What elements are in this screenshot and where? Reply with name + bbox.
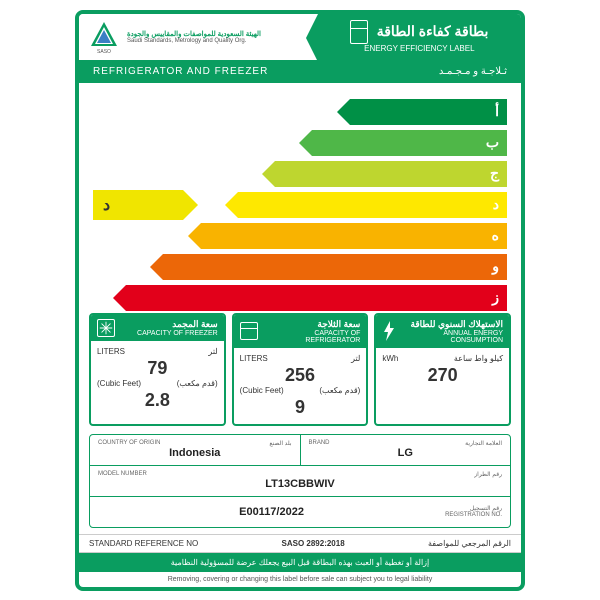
info-cell: BRANDالعلامة التجاريةLG [301, 435, 511, 465]
std-label-en: STANDARD REFERENCE NO [89, 539, 198, 548]
efficiency-bar: ه [201, 223, 507, 249]
efficiency-bar: ب [312, 130, 507, 156]
efficiency-chart: أبجدهوز د [79, 83, 521, 313]
efficiency-bar: و [163, 254, 507, 280]
org-name-en: Saudi Standards, Metrology and Quality O… [127, 38, 261, 44]
spec-box: سعة المجمدCAPACITY OF FREEZERLITERSلتر79… [89, 313, 226, 426]
energy-label: SASO الهيئة السعودية للمواصفات والمقاييس… [75, 10, 525, 591]
std-value: SASO 2892:2018 [282, 539, 345, 548]
info-cell: COUNTRY OF ORIGINبلد الصنعIndonesia [90, 435, 301, 465]
fridge-spec-icon [240, 322, 258, 340]
subheader: REFRIGERATOR AND FREEZER ثـلاجـة و مـجـم… [79, 60, 521, 83]
fridge-icon [350, 20, 368, 44]
org-name-ar: الهيئة السعودية للمواصفات والمقاييس والج… [127, 30, 261, 38]
efficiency-bar: د [238, 192, 507, 218]
footer-en: Removing, covering or changing this labe… [79, 572, 521, 587]
info-cell: MODEL NUMBERرقم الطرازLT13CBBWIV [90, 466, 510, 496]
info-table: COUNTRY OF ORIGINبلد الصنعIndonesiaBRAND… [89, 434, 511, 528]
title-en: ENERGY EFFICIENCY LABEL [328, 44, 511, 53]
footer-ar: إزالة أو تغطية أو العبث بهذه البطاقة قبل… [79, 553, 521, 572]
saso-logo: SASO [87, 20, 121, 54]
info-cell: E00117/2022رقم التسجيلREGISTRATION NO. [90, 497, 510, 527]
header-title: بطاقة كفاءة الطاقة ENERGY EFFICIENCY LAB… [318, 14, 521, 60]
header: SASO الهيئة السعودية للمواصفات والمقاييس… [79, 14, 521, 60]
efficiency-bar: ج [275, 161, 507, 187]
specs-row: سعة المجمدCAPACITY OF FREEZERLITERSلتر79… [79, 313, 521, 434]
product-type-en: REFRIGERATOR AND FREEZER [93, 66, 268, 77]
std-label-ar: الرقم المرجعي للمواصفة [428, 539, 511, 548]
bolt-icon [382, 321, 396, 341]
title-ar: بطاقة كفاءة الطاقة [377, 23, 489, 40]
efficiency-bar: أ [350, 99, 507, 125]
standard-row: STANDARD REFERENCE NO SASO 2892:2018 الر… [79, 534, 521, 553]
spec-box: الاستهلاك السنوي للطاقةANNUAL ENERGY CON… [374, 313, 511, 426]
product-type-ar: ثـلاجـة و مـجـمـد [439, 66, 507, 77]
org-text: الهيئة السعودية للمواصفات والمقاييس والج… [127, 30, 261, 44]
rating-indicator: د [93, 190, 183, 220]
svg-text:SASO: SASO [97, 49, 111, 54]
spec-box: سعة الثلاجةCAPACITY OF REFRIGERATORLITER… [232, 313, 369, 426]
snowflake-icon [97, 319, 115, 337]
efficiency-bar: ز [126, 285, 507, 311]
header-org: SASO الهيئة السعودية للمواصفات والمقاييس… [79, 14, 318, 60]
